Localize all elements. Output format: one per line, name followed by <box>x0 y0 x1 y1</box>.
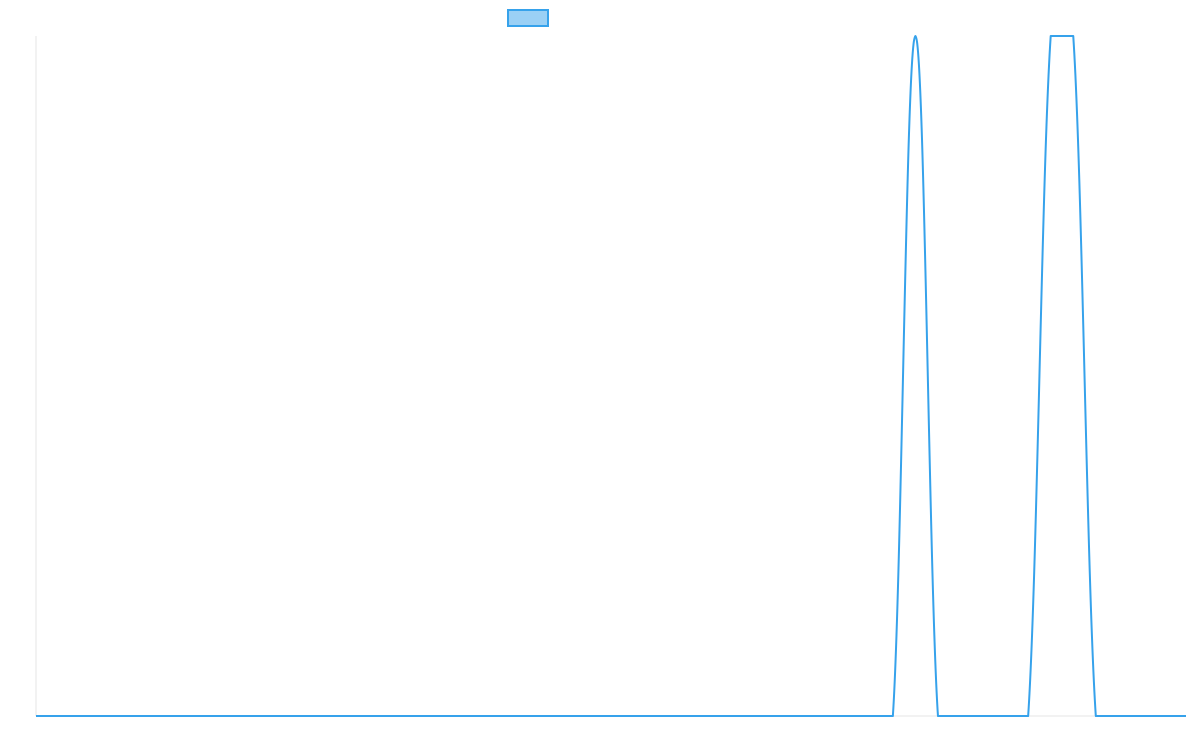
series-line-0 <box>36 35 1186 717</box>
series-layer <box>36 35 1186 717</box>
legend-swatch[interactable] <box>507 9 549 27</box>
axes <box>35 36 1186 717</box>
legend[interactable] <box>507 9 549 27</box>
